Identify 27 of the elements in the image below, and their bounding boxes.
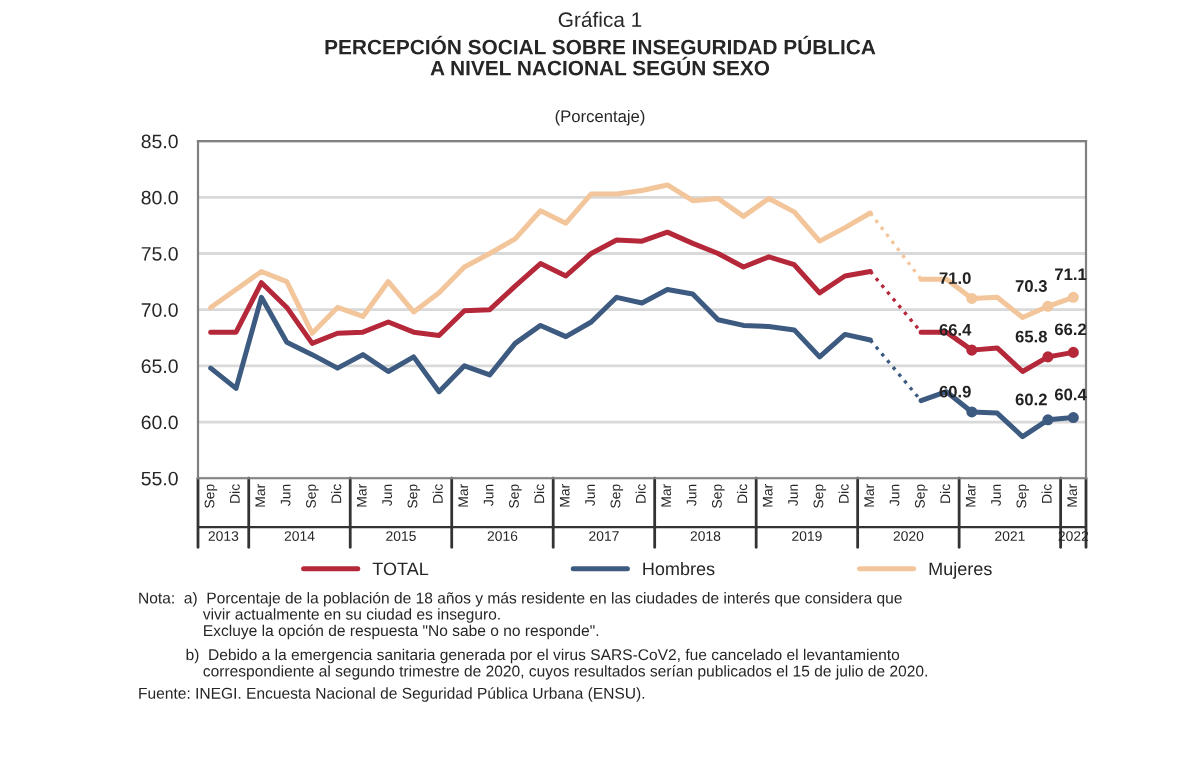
data-label: 71.0 [939,272,971,285]
point [966,406,978,418]
chart-subtitle: PERCEPCIÓN SOCIAL SOBRE INSEGURIDAD PÚBLICA A NIVEL NACIONAL SEGÚN SEXO [325,35,876,76]
point [966,292,978,304]
legend-label: TOTAL [372,562,429,576]
y-tick-label: 65.0 [141,359,178,374]
chart-title: Gráfica 1 [558,11,642,28]
y-tick-label: 80.0 [141,190,178,205]
point [1042,300,1054,312]
data-label: 70.3 [1015,280,1047,292]
y-tick-label: 75.0 [141,246,178,261]
point [1042,414,1054,426]
data-label: 66.4 [939,323,972,336]
point [966,344,978,356]
point [1042,351,1054,363]
point [1067,412,1079,424]
data-label: 60.2 [1015,393,1047,406]
text: (Porcentaje) [555,109,645,126]
data-label: 65.8 [1015,330,1047,343]
legend-label: Hombres [643,561,715,576]
legend-label: Mujeres [929,561,992,579]
y-tick-label: 70.0 [141,303,178,317]
y-tick-label: 85.0 [141,134,178,149]
y-tick-label: 60.0 [141,415,178,430]
y-tick-label: 55.0 [141,471,178,486]
point [1067,291,1079,303]
point [1067,346,1079,358]
